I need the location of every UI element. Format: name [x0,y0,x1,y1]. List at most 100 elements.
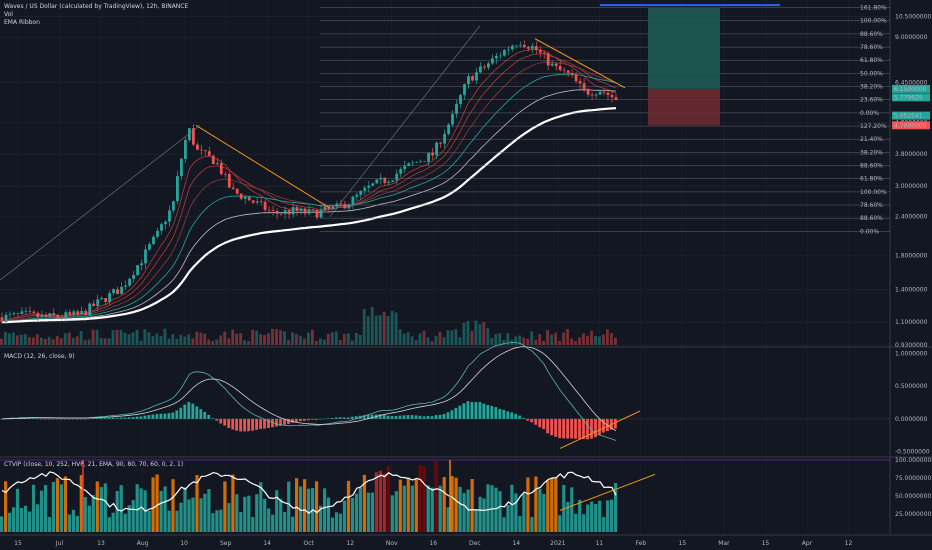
volume-bar [390,310,394,345]
macd-histogram-bar [63,418,67,420]
macd-histogram-bar [183,404,187,419]
macd-tick-label: -0.5000000 [895,449,930,456]
macd-histogram-bar [67,418,71,420]
candle-body [88,303,92,315]
macd-histogram-bar [394,416,398,419]
macd-histogram-bar [482,403,486,419]
macd-histogram-bar [143,415,147,419]
volume-bar [111,330,115,345]
macd-histogram-bar [458,405,462,419]
candle-body [219,163,223,175]
ctvip-bar [63,476,67,532]
candle-body [375,179,379,184]
volume-bar [574,341,577,345]
candle-body [263,201,267,210]
volume-bar [251,329,254,345]
volume-bar [119,330,123,345]
ctvip-label: CTVIP (close, 10, 252, HVP, 21, EMA, 90,… [4,461,183,468]
ctvip-bar [23,505,28,532]
macd-histogram-bar [398,415,402,419]
macd-histogram-bar [0,418,3,420]
time-tick-label: 10 [180,540,188,547]
ctvip-bar [243,496,247,532]
ctvip-bar [606,500,610,532]
volume-bar [414,340,418,345]
volume-bar [271,328,274,345]
candle-body [144,249,147,264]
candle-body [207,151,211,156]
macd-histogram-bar [434,415,438,419]
volume-bar [594,336,597,345]
candle-body [96,299,100,306]
candle-body [455,103,458,114]
price-tick-label: 1.4000000 [895,287,928,294]
candle-body [180,158,183,177]
candle-body [359,190,363,195]
volume-bar [215,339,219,345]
symbol-title: Waves / US Dollar (calculated by Trading… [4,3,188,10]
ctvip-bar [235,494,239,532]
ctvip-bar [135,484,139,532]
macd-histogram-bar [99,418,103,419]
ctvip-bar [530,517,534,532]
macd-histogram-bar [382,415,386,419]
macd-histogram-bar [227,418,231,428]
price-pane[interactable]: 161.80% 100.00% 88.60% 78.60% 61.80% 50.00% 38… [0,4,890,345]
time-tick-label: 15 [762,540,770,547]
candle-body [610,95,614,98]
macd-histogram-bar [386,415,390,419]
candle-body [467,76,470,85]
ctvip-bar [550,478,554,532]
volume-bar [12,332,15,345]
volume-bar [330,332,334,345]
ctvip-bar [474,509,478,532]
candle-body [534,46,538,50]
macd-histogram-bar [159,413,163,419]
candle-body [28,311,32,312]
time-tick-label: 15 [14,540,22,547]
volume-bar [223,331,227,345]
ctvip-bar [171,479,175,532]
macd-histogram-bar [39,418,43,420]
volume-bar [27,337,31,345]
candle-body [451,113,454,125]
volume-bar [542,340,545,345]
volume-bar [0,338,3,345]
ctvip-bar [558,515,562,532]
macd-histogram-bar [518,415,522,419]
volume-bar [326,333,330,345]
ctvip-tick-label: 25.0000000 [895,511,931,518]
volume-bar [490,338,494,345]
candle-body [100,298,104,300]
volume-bar [295,334,298,345]
candle-body [168,210,171,222]
macd-histogram-bar [546,418,549,434]
macd-histogram-bar [95,418,99,419]
volume-bar [87,339,91,345]
ctvip-bar [259,482,263,532]
macd-histogram-bar [450,410,454,419]
macd-histogram-bar [346,417,350,419]
volume-bar [291,332,294,345]
time-tick-label: 13 [97,540,105,547]
candle-body [590,94,594,96]
time-tick-label: Mar [718,540,730,547]
ctvip-bar [51,482,55,532]
macd-pane[interactable] [0,341,890,449]
macd-histogram-bar [151,414,155,419]
candle-body [235,188,239,194]
macd-tick-label: 0.5000000 [895,383,928,390]
ctvip-bar [127,505,131,532]
candle-body [411,162,415,164]
macd-histogram-bar [247,418,250,432]
candle-body [510,45,514,50]
macd-histogram-bar [462,403,466,419]
ctvip-pane[interactable] [0,459,890,532]
candle-body [148,244,151,250]
price-tick-label: 9.0000000 [895,34,928,41]
volume-bar [191,338,195,345]
ctvip-bar [55,478,59,532]
macd-histogram-bar [426,415,430,419]
ctvip-bar [538,488,542,532]
